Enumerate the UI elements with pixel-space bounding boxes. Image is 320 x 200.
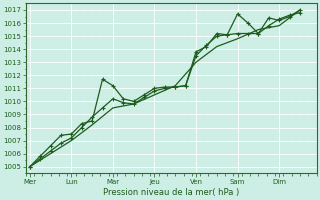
X-axis label: Pression niveau de la mer( hPa ): Pression niveau de la mer( hPa ) [103,188,239,197]
